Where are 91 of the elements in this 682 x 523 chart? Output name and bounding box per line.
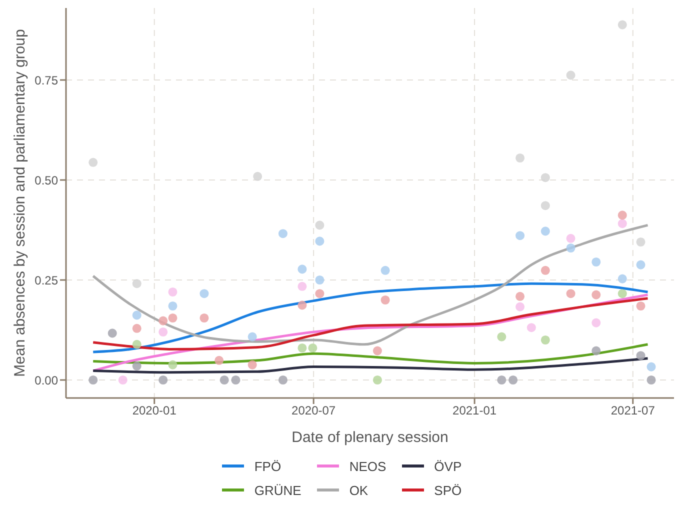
legend-label: SPÖ	[434, 482, 462, 498]
x-tick-label: 2020-01	[132, 404, 177, 418]
point	[516, 231, 525, 240]
x-tick-label: 2020-07	[292, 404, 336, 418]
point	[168, 360, 178, 370]
point	[618, 20, 627, 30]
point	[315, 220, 324, 230]
point	[132, 324, 142, 333]
point	[315, 289, 324, 298]
point	[540, 335, 550, 345]
point	[168, 287, 178, 297]
x-tick-label: 2021-07	[610, 404, 656, 418]
point	[88, 375, 98, 385]
point	[618, 274, 627, 284]
point	[540, 173, 550, 182]
point	[298, 300, 307, 310]
point	[566, 243, 576, 253]
point	[298, 282, 307, 291]
point	[540, 266, 550, 275]
point	[540, 226, 550, 236]
x-axis-title: Date of plenary session	[292, 429, 448, 446]
point	[278, 229, 288, 238]
point	[646, 362, 656, 372]
point	[132, 340, 142, 349]
point	[200, 289, 209, 298]
y-tick-label: 0.25	[34, 273, 58, 288]
legend-label: NEOS	[349, 458, 386, 474]
point	[253, 172, 262, 181]
point	[231, 375, 240, 385]
point	[200, 313, 209, 323]
point	[278, 375, 288, 385]
line-series	[92, 282, 650, 354]
point	[592, 290, 601, 300]
point	[158, 375, 168, 385]
point	[298, 343, 307, 353]
point	[158, 327, 168, 337]
legend-label: GRÜNE	[254, 482, 302, 498]
line-series	[92, 297, 650, 350]
point	[516, 292, 525, 301]
point	[132, 361, 142, 371]
point	[618, 210, 627, 220]
y-tick-label: 0.75	[34, 73, 58, 88]
point	[516, 302, 525, 312]
y-tick-label: 0.00	[34, 373, 58, 388]
point	[497, 375, 506, 385]
line-series	[92, 224, 650, 346]
point	[497, 332, 506, 342]
point	[592, 318, 601, 328]
legend-label: ÖVP	[434, 458, 462, 474]
point	[372, 346, 382, 356]
point	[315, 236, 324, 246]
y-tick-label: 0.50	[34, 173, 58, 188]
point	[308, 343, 318, 353]
point	[132, 310, 142, 320]
point	[636, 260, 646, 270]
point	[516, 153, 525, 163]
point	[132, 279, 142, 288]
point	[168, 301, 178, 311]
point	[298, 264, 307, 274]
point	[526, 323, 536, 332]
point	[88, 158, 98, 167]
point	[540, 201, 550, 210]
point	[618, 219, 627, 228]
point	[118, 375, 128, 385]
point	[592, 346, 601, 356]
point	[248, 360, 257, 370]
point	[214, 356, 224, 365]
point	[168, 313, 178, 323]
point	[646, 375, 656, 385]
x-tick-label: 2021-01	[452, 404, 497, 418]
y-axis-title: Mean absences by session and parliamentary group	[11, 29, 28, 377]
point	[618, 289, 627, 298]
line-series	[92, 357, 650, 374]
point	[636, 301, 646, 311]
point	[592, 257, 601, 267]
point	[220, 375, 229, 385]
point	[566, 289, 576, 298]
point	[372, 375, 382, 385]
point	[508, 375, 518, 385]
point	[108, 328, 117, 338]
legend-label: OK	[349, 482, 368, 498]
point	[566, 234, 576, 243]
point	[158, 316, 168, 326]
point	[248, 332, 257, 342]
point	[380, 295, 390, 305]
point	[636, 237, 646, 247]
point	[636, 351, 646, 360]
point	[380, 266, 390, 275]
point	[566, 70, 576, 80]
point	[315, 275, 324, 285]
legend-label: FPÖ	[254, 458, 282, 474]
